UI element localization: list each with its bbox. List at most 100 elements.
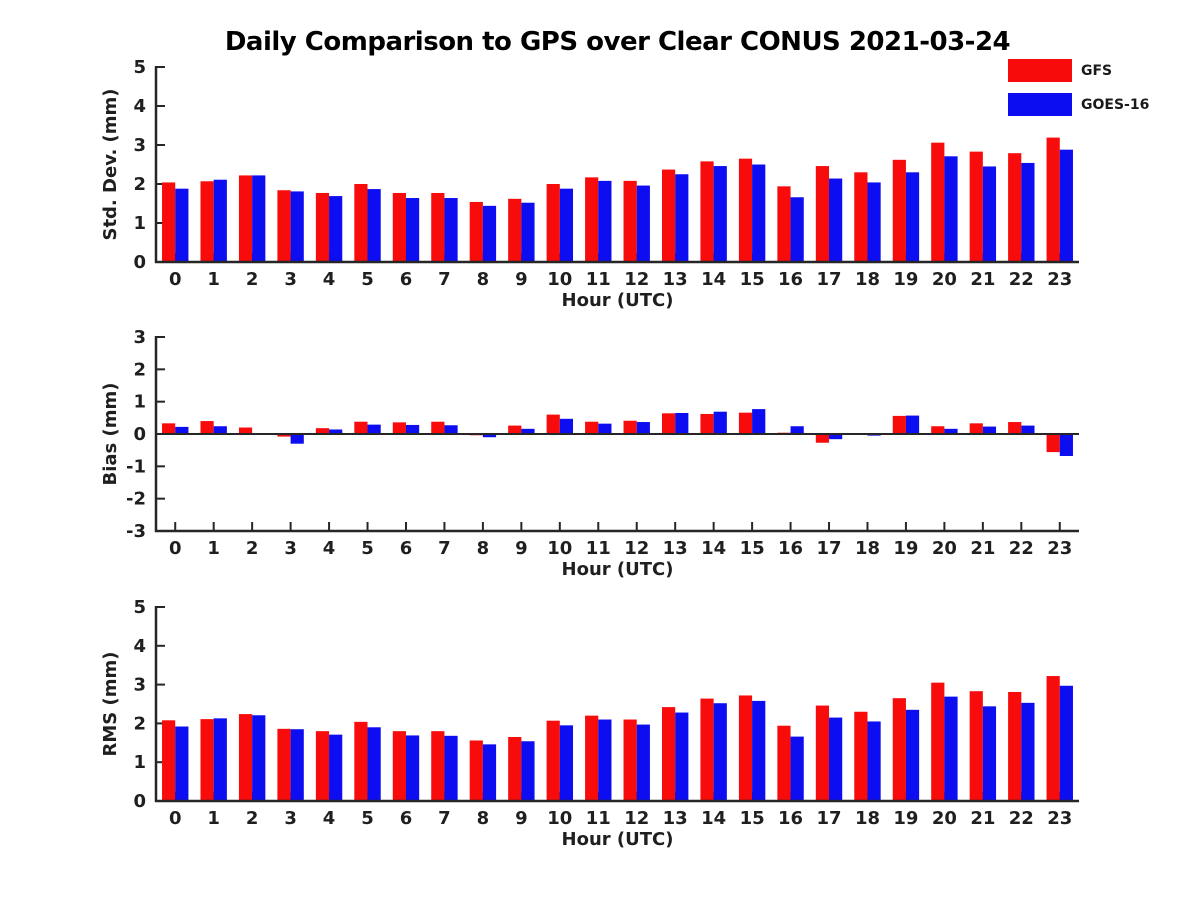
- goes16-bar: [482, 205, 497, 262]
- x-tick-label: 22: [1009, 808, 1034, 829]
- x-tick-label: 11: [586, 808, 611, 829]
- x-tick-label: 8: [477, 538, 490, 559]
- goes16-bar: [675, 174, 689, 262]
- y-axis-title: Std. Dev. (mm): [100, 88, 121, 240]
- gfs-bar: [546, 184, 560, 262]
- gfs-bar: [1008, 422, 1022, 434]
- x-tick-label: 10: [547, 269, 572, 290]
- goes16-bar: [175, 426, 189, 434]
- goes16-bar: [405, 735, 420, 801]
- goes16-bar: [752, 164, 766, 262]
- y-tick-label: 3: [133, 675, 146, 696]
- x-tick-label: 7: [438, 269, 451, 290]
- x-axis-title: Hour (UTC): [562, 559, 674, 580]
- x-tick-label: 2: [246, 269, 259, 290]
- gfs-bar: [277, 728, 291, 801]
- goes16-bar: [1059, 434, 1073, 456]
- y-axis-title: RMS (mm): [100, 652, 121, 757]
- x-tick-label: 14: [701, 269, 726, 290]
- goes16-bar: [752, 409, 766, 434]
- gfs-bar: [623, 420, 637, 434]
- x-tick-label: 23: [1047, 269, 1072, 290]
- x-tick-label: 17: [816, 269, 841, 290]
- goes16-bar: [559, 418, 574, 434]
- gfs-bar: [200, 181, 214, 262]
- gfs-bar: [661, 413, 676, 434]
- y-axis-title: Bias (mm): [100, 383, 121, 486]
- gfs-bar: [892, 159, 906, 262]
- goes16-bar: [444, 198, 458, 262]
- x-tick-label: 10: [547, 808, 572, 829]
- goes16-bar: [636, 185, 650, 262]
- goes16-bar: [790, 736, 804, 801]
- goes16-bar: [1059, 685, 1073, 801]
- gfs-bar: [969, 423, 983, 434]
- y-tick-label: -2: [126, 489, 146, 510]
- legend: GFS GOES-16: [1008, 59, 1149, 116]
- goes16-bar: [1021, 162, 1035, 262]
- goes16-bar: [829, 717, 843, 801]
- gfs-bar: [738, 695, 753, 801]
- x-tick-label: 12: [624, 538, 649, 559]
- y-tick-label: -3: [126, 521, 146, 542]
- y-tick-label: 5: [133, 597, 146, 618]
- gfs-bar: [815, 166, 830, 262]
- x-axis-title: Hour (UTC): [562, 290, 674, 311]
- x-tick-label: 20: [932, 808, 957, 829]
- x-tick-label: 3: [284, 808, 297, 829]
- goes16-bar: [405, 424, 420, 434]
- x-tick-label: 0: [169, 269, 182, 290]
- goes16-bar: [867, 182, 881, 262]
- gfs-bar: [392, 422, 406, 434]
- goes16-bar: [1059, 149, 1073, 262]
- goes16-bar: [367, 189, 381, 262]
- x-tick-label: 12: [624, 808, 649, 829]
- goes16-bar: [482, 434, 497, 438]
- goes16-bar: [290, 191, 304, 262]
- gfs-bar: [700, 413, 714, 434]
- x-tick-label: 4: [323, 808, 336, 829]
- x-tick-label: 10: [547, 538, 572, 559]
- gfs-bar: [546, 414, 560, 434]
- goes16-bar: [521, 428, 535, 434]
- goes16-bar: [290, 729, 304, 801]
- y-tick-label: 4: [133, 636, 146, 657]
- legend-label-goes16: GOES-16: [1081, 96, 1150, 113]
- goes16-bar: [367, 727, 381, 801]
- gfs-bar: [969, 691, 983, 801]
- gfs-bar: [392, 192, 406, 262]
- y-tick-label: 5: [133, 57, 146, 78]
- goes16-bar: [213, 179, 227, 262]
- gfs-bar: [431, 192, 445, 262]
- gfs-bar: [777, 725, 791, 801]
- x-tick-label: 5: [361, 808, 374, 829]
- x-tick-label: 8: [477, 808, 490, 829]
- x-tick-label: 6: [400, 269, 413, 290]
- gfs-bar: [277, 190, 291, 262]
- gfs-bar: [431, 731, 445, 801]
- goes16-bar: [213, 426, 227, 434]
- goes16-bar: [521, 741, 535, 801]
- goes16-bar: [944, 696, 958, 801]
- gfs-bar: [585, 177, 599, 262]
- legend-item-goes16: GOES-16: [1008, 93, 1149, 116]
- y-tick-label: 3: [133, 327, 146, 348]
- x-tick-label: 11: [586, 269, 611, 290]
- gfs-bar: [854, 711, 868, 801]
- x-tick-label: 21: [970, 269, 995, 290]
- y-tick-label: 1: [133, 752, 146, 773]
- x-tick-label: 13: [663, 808, 688, 829]
- gfs-bar: [1046, 434, 1060, 453]
- x-tick-label: 0: [169, 538, 182, 559]
- x-tick-label: 18: [855, 538, 880, 559]
- gfs-bar: [238, 714, 253, 801]
- gfs-bar: [738, 412, 753, 434]
- gfs-bar: [315, 731, 330, 801]
- goes16-color-swatch: [1008, 93, 1072, 116]
- goes16-bar: [444, 425, 458, 434]
- goes16-bar: [982, 166, 997, 262]
- x-tick-label: 3: [284, 538, 297, 559]
- goes16-bar: [405, 198, 420, 262]
- gfs-bar: [431, 421, 445, 434]
- x-tick-label: 20: [932, 538, 957, 559]
